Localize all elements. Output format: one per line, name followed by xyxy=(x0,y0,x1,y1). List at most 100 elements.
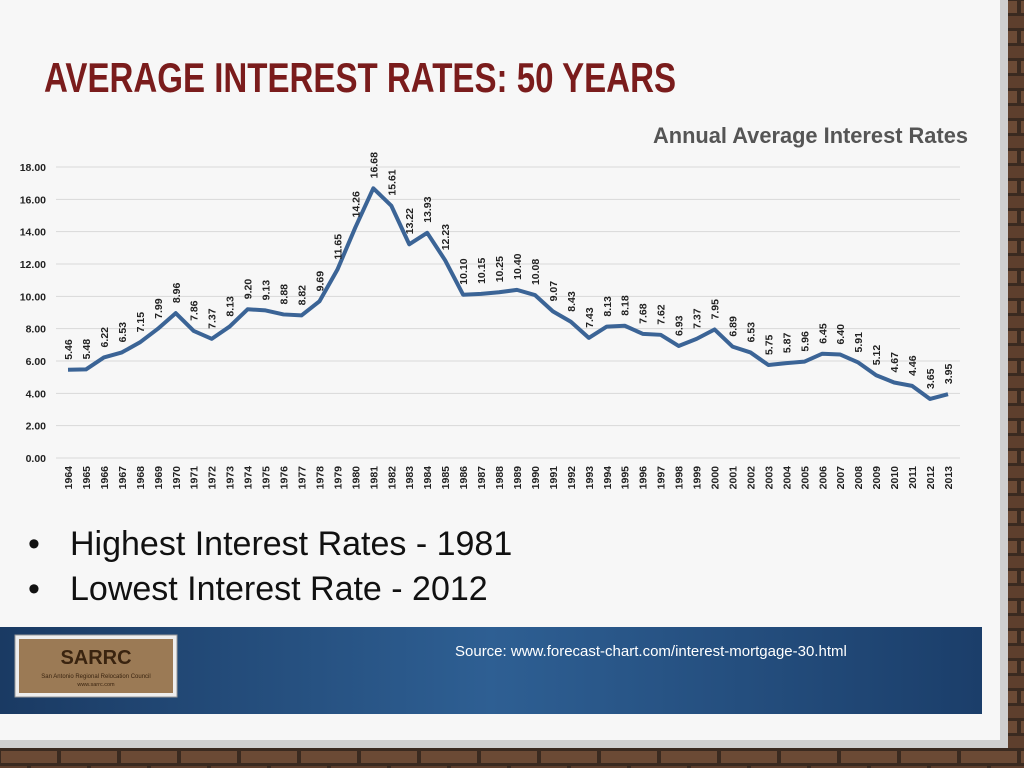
data-line xyxy=(67,186,949,401)
data-label: 6.53 xyxy=(117,322,129,343)
x-tick-label: 2012 xyxy=(925,466,937,490)
x-tick-label: 2013 xyxy=(943,466,955,490)
data-label: 14.26 xyxy=(350,191,362,217)
data-label: 10.40 xyxy=(512,253,524,279)
logo-subtitle: San Antonio Regional Relocation Council xyxy=(41,674,150,680)
slide-title: AVERAGE INTEREST RATES: 50 YEARS xyxy=(44,54,676,101)
y-tick-label: 8.00 xyxy=(26,324,47,336)
data-label: 5.96 xyxy=(799,331,811,352)
x-tick-label: 1996 xyxy=(638,466,650,490)
data-label: 6.89 xyxy=(727,316,739,337)
data-label: 6.40 xyxy=(835,324,847,345)
chart: 0.00 2.00 4.00 6.00 8.00 10.00 12.00 14.00 16.00… xyxy=(20,152,960,489)
data-label: 4.67 xyxy=(889,352,901,373)
x-tick-label: 2007 xyxy=(835,466,847,490)
x-tick-label: 1965 xyxy=(81,466,93,490)
data-label: 7.99 xyxy=(153,298,165,319)
x-tick-label: 2000 xyxy=(710,466,722,490)
x-tick-label: 1964 xyxy=(63,466,75,490)
x-tick-label: 1978 xyxy=(314,466,326,490)
data-label: 8.82 xyxy=(296,285,308,306)
y-tick-label: 18.00 xyxy=(20,162,46,174)
x-tick-label: 1968 xyxy=(135,466,147,490)
x-tick-label: 1992 xyxy=(566,466,578,490)
data-label: 7.37 xyxy=(692,308,704,329)
x-tick-label: 2004 xyxy=(781,466,793,490)
data-label: 6.45 xyxy=(817,323,829,344)
x-tick-label: 2006 xyxy=(817,466,829,490)
data-label: 4.46 xyxy=(907,355,919,376)
data-label: 3.65 xyxy=(925,368,937,389)
x-tick-label: 1977 xyxy=(296,466,308,490)
x-tick-label: 1989 xyxy=(512,466,524,490)
data-label: 8.18 xyxy=(620,295,632,316)
bullet: Highest Interest Rates - 1981 xyxy=(70,525,512,563)
data-label: 9.69 xyxy=(314,271,326,292)
x-tick-label: 1997 xyxy=(656,466,668,490)
x-tick-label: 1970 xyxy=(171,466,183,490)
y-tick-label: 6.00 xyxy=(26,356,47,368)
x-tick-label: 1967 xyxy=(117,466,129,490)
data-label: 9.13 xyxy=(261,280,273,301)
bullet-marker: • xyxy=(28,570,40,608)
y-tick-label: 12.00 xyxy=(20,259,46,271)
bullet: Lowest Interest Rate - 2012 xyxy=(70,570,488,608)
x-tick-label: 1966 xyxy=(99,466,111,490)
x-tick-label: 1969 xyxy=(153,466,165,490)
x-tick-label: 1999 xyxy=(692,466,704,490)
x-tick-label: 1993 xyxy=(584,466,596,490)
x-tick-label: 2011 xyxy=(907,466,919,489)
data-label: 7.43 xyxy=(584,307,596,328)
logo xyxy=(19,639,173,693)
data-label: 3.95 xyxy=(943,364,955,385)
data-label: 5.87 xyxy=(781,333,793,354)
y-tick-label: 14.00 xyxy=(20,227,46,239)
data-label: 15.61 xyxy=(386,169,398,195)
x-tick-label: 1987 xyxy=(476,466,488,490)
x-tick-label: 1998 xyxy=(674,466,686,490)
x-tick-label: 2001 xyxy=(727,466,739,490)
data-label: 7.37 xyxy=(207,308,219,329)
x-tick-label: 1985 xyxy=(440,466,452,490)
data-label: 5.75 xyxy=(763,334,775,355)
data-label: 11.65 xyxy=(332,234,344,260)
data-label: 7.95 xyxy=(710,299,722,320)
data-label: 8.43 xyxy=(566,291,578,312)
x-tick-label: 1980 xyxy=(350,466,362,490)
data-label: 6.93 xyxy=(674,315,686,336)
data-label: 5.48 xyxy=(81,339,93,360)
data-label: 6.22 xyxy=(99,327,111,348)
x-tick-label: 1972 xyxy=(207,466,219,490)
data-label: 13.22 xyxy=(404,208,416,234)
x-tick-label: 1973 xyxy=(225,466,237,490)
data-label: 5.12 xyxy=(871,345,883,366)
logo-name: SARRC xyxy=(60,647,131,669)
data-label: 10.10 xyxy=(458,258,470,284)
data-label: 5.91 xyxy=(853,332,865,353)
data-label: 7.86 xyxy=(189,300,201,321)
x-tick-label: 1990 xyxy=(530,466,542,490)
y-tick-label: 16.00 xyxy=(20,194,46,206)
data-label: 8.88 xyxy=(279,284,291,305)
slide-page xyxy=(0,0,1000,740)
data-label: 10.15 xyxy=(476,257,488,283)
data-label: 8.13 xyxy=(225,296,237,317)
x-tick-label: 1976 xyxy=(279,466,291,490)
data-label: 9.07 xyxy=(548,281,560,302)
data-label: 10.08 xyxy=(530,259,542,285)
data-label: 5.46 xyxy=(63,339,75,360)
y-tick-label: 10.00 xyxy=(20,291,46,303)
data-label: 13.93 xyxy=(422,196,434,222)
y-tick-label: 0.00 xyxy=(26,453,47,465)
data-label: 9.20 xyxy=(243,279,255,300)
x-tick-label: 1991 xyxy=(548,466,560,490)
data-label: 7.68 xyxy=(638,303,650,324)
data-label: 7.15 xyxy=(135,312,147,333)
x-tick-label: 1984 xyxy=(422,466,434,490)
x-tick-label: 1986 xyxy=(458,466,470,490)
x-tick-label: 1971 xyxy=(189,466,201,490)
chart-title: Annual Average Interest Rates xyxy=(653,123,968,148)
source: Source: www.forecast-chart.com/interest-… xyxy=(455,643,847,660)
x-tick-label: 1982 xyxy=(386,466,398,490)
